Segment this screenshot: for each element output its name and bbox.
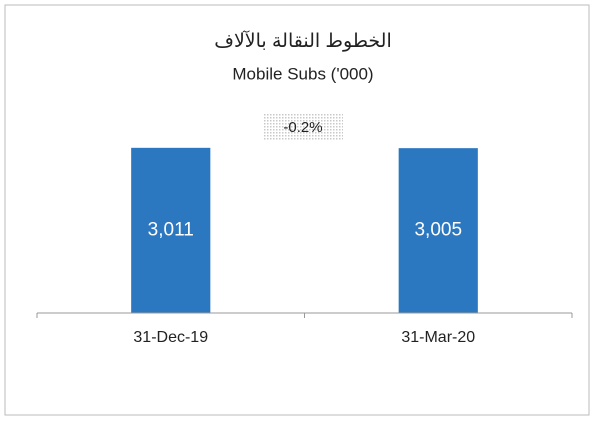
x-tick-label: 31-Mar-20 (401, 329, 475, 346)
annotation-box (263, 114, 343, 140)
chart-frame (4, 4, 590, 416)
value-label: 3,011 (148, 219, 194, 240)
chart-title: الخطوط النقالة بالآلاف (214, 30, 392, 52)
x-tick-label: 31-Dec-19 (133, 329, 208, 346)
bar (398, 148, 478, 313)
annotation: -0.2% (283, 119, 322, 136)
bar (131, 147, 211, 313)
chart-subtitle: Mobile Subs ('000) (232, 64, 373, 83)
value-label: 3,005 (414, 220, 462, 241)
